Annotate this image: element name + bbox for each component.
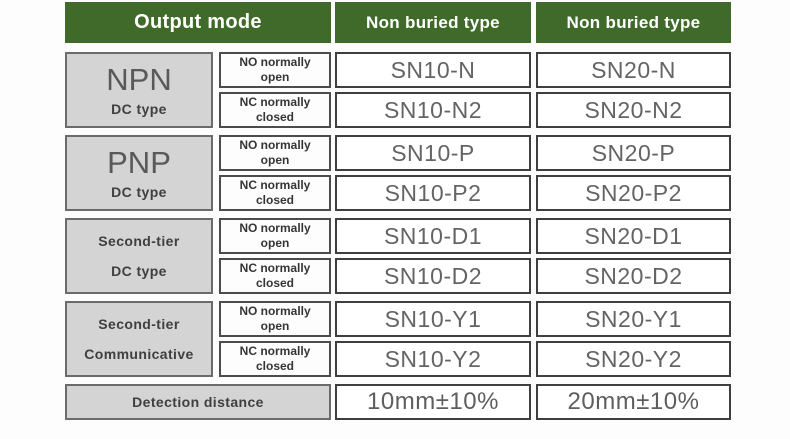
- detection-distance-value-sn20: 20mm±10%: [536, 384, 731, 420]
- group-label-second-tier-dc: Second-tier DC type: [65, 218, 213, 294]
- model-cell-sn20-d2: SN20-D2: [536, 258, 731, 294]
- mode-cell-nc: NC normally closed: [219, 92, 331, 128]
- mode-cell-no: NO normally open: [219, 52, 331, 88]
- model-cell-sn10-d1: SN10-D1: [335, 218, 531, 254]
- mode-cell-nc: NC normally closed: [219, 341, 331, 377]
- detection-distance-value-sn10: 10mm±10%: [335, 384, 531, 420]
- header-non-buried-type-1: Non buried type: [335, 2, 531, 43]
- model-cell-sn20-n2: SN20-N2: [536, 92, 731, 128]
- mode-cell-nc: NC normally closed: [219, 175, 331, 211]
- header-output-mode: Output mode: [65, 2, 331, 43]
- group-title: Second-tier: [98, 316, 180, 332]
- spec-grid: Output mode Non buried type Non buried t…: [65, 2, 731, 420]
- model-cell-sn10-y1: SN10-Y1: [335, 301, 531, 337]
- detection-distance-label: Detection distance: [65, 384, 331, 420]
- model-cell-sn20-p2: SN20-P2: [536, 175, 731, 211]
- group-label-npn-dc: NPN DC type: [65, 52, 213, 128]
- group-title: Second-tier: [98, 233, 180, 249]
- mode-cell-no: NO normally open: [219, 135, 331, 171]
- model-cell-sn10-n: SN10-N: [335, 52, 531, 88]
- model-cell-sn10-p2: SN10-P2: [335, 175, 531, 211]
- header-non-buried-type-2: Non buried type: [536, 2, 731, 43]
- group-subtitle: Communicative: [84, 346, 194, 362]
- model-cell-sn20-p: SN20-P: [536, 135, 731, 171]
- mode-cell-no: NO normally open: [219, 301, 331, 337]
- group-subtitle: DC type: [111, 101, 167, 118]
- model-cell-sn20-n: SN20-N: [536, 52, 731, 88]
- model-cell-sn20-y1: SN20-Y1: [536, 301, 731, 337]
- group-label-second-tier-communicative: Second-tier Communicative: [65, 301, 213, 377]
- group-title: NPN: [106, 61, 172, 97]
- mode-cell-no: NO normally open: [219, 218, 331, 254]
- group-title: PNP: [107, 144, 171, 180]
- model-cell-sn10-y2: SN10-Y2: [335, 341, 531, 377]
- group-subtitle: DC type: [111, 184, 167, 201]
- model-cell-sn10-d2: SN10-D2: [335, 258, 531, 294]
- mode-cell-nc: NC normally closed: [219, 258, 331, 294]
- group-label-pnp-dc: PNP DC type: [65, 135, 213, 211]
- group-subtitle: DC type: [111, 263, 167, 279]
- model-cell-sn10-n2: SN10-N2: [335, 92, 531, 128]
- model-cell-sn10-p: SN10-P: [335, 135, 531, 171]
- model-cell-sn20-y2: SN20-Y2: [536, 341, 731, 377]
- model-cell-sn20-d1: SN20-D1: [536, 218, 731, 254]
